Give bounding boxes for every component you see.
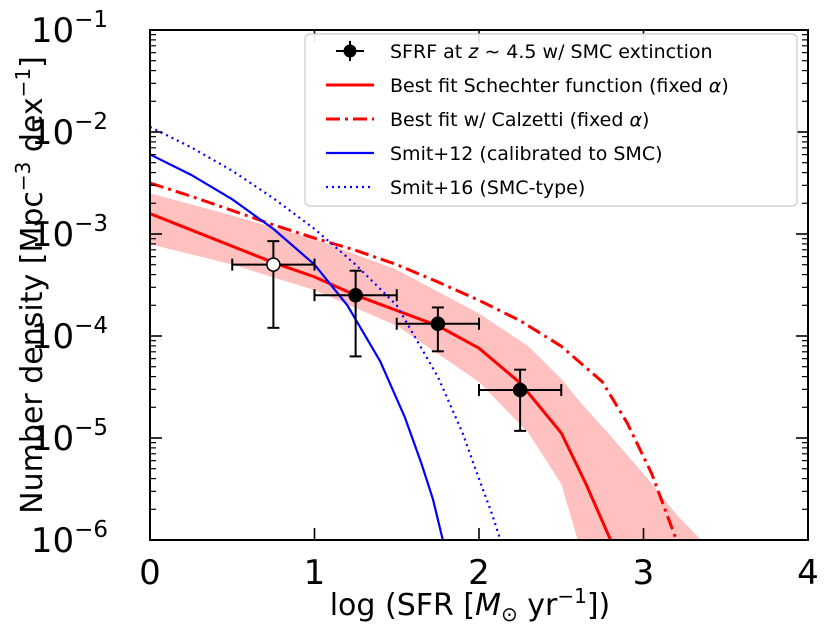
filled-marker	[348, 287, 363, 303]
x-tick-label: 4	[797, 553, 819, 593]
legend-label: Best fit w/ Calzetti (fixed α)	[390, 109, 649, 131]
filled-marker	[512, 382, 528, 398]
y-tick-label: 10−2	[31, 109, 108, 153]
legend: SFRF at z ∼ 4.5 w/ SMC extinction Best fi…	[304, 33, 798, 207]
plot-area	[150, 125, 702, 540]
legend-label: Smit+16 (SMC-type)	[390, 177, 585, 199]
y-tick-label: 10−1	[31, 7, 108, 51]
y-tick-label: 10−5	[31, 415, 108, 459]
legend-label: Best fit Schechter function (fixed α)	[390, 75, 729, 97]
data-point-4	[478, 368, 563, 432]
series-line-1	[150, 212, 612, 540]
legend-label: SFRF at z ∼ 4.5 w/ SMC extinction	[390, 41, 713, 63]
legend-entry-4: Smit+12 (calibrated to SMC)	[326, 143, 663, 165]
series-line-3	[150, 153, 444, 540]
y-axis-label: Number density [Mpc−3 dex−1]	[11, 56, 50, 514]
series-line-2	[150, 181, 678, 540]
data-point-1	[231, 240, 316, 329]
x-tick-label: 0	[139, 553, 161, 593]
x-tick-label: 2	[468, 553, 490, 593]
legend-filled-marker	[343, 44, 357, 58]
axis-ticks	[149, 29, 809, 541]
y-tick-label: 10−6	[31, 517, 108, 561]
x-tick-label: 3	[633, 553, 655, 593]
y-tick-label: 10−3	[31, 211, 108, 255]
data-point-3	[395, 306, 480, 353]
legend-box	[304, 33, 798, 207]
x-axis-label: log (SFR [M⊙ yr−1])	[330, 584, 611, 626]
legend-entry-2: Best fit Schechter function (fixed α)	[326, 75, 729, 97]
legend-label: Smit+12 (calibrated to SMC)	[390, 143, 663, 165]
tick-labels: 0 1 2 3 4 10−1 10−2 10−3 10−4 10−5 10−6	[31, 7, 819, 593]
y-tick-label: 10−4	[31, 313, 108, 357]
open-marker	[266, 257, 281, 272]
legend-entry-5: Smit+16 (SMC-type)	[326, 177, 585, 199]
legend-entry-1: SFRF at z ∼ 4.5 w/ SMC extinction	[336, 41, 713, 63]
fit-uncertainty-band	[150, 193, 702, 540]
data-point-2	[313, 269, 398, 358]
series-line-4	[150, 125, 502, 540]
filled-marker	[430, 316, 446, 332]
x-tick-label: 1	[304, 553, 326, 593]
legend-entry-3: Best fit w/ Calzetti (fixed α)	[326, 109, 649, 131]
